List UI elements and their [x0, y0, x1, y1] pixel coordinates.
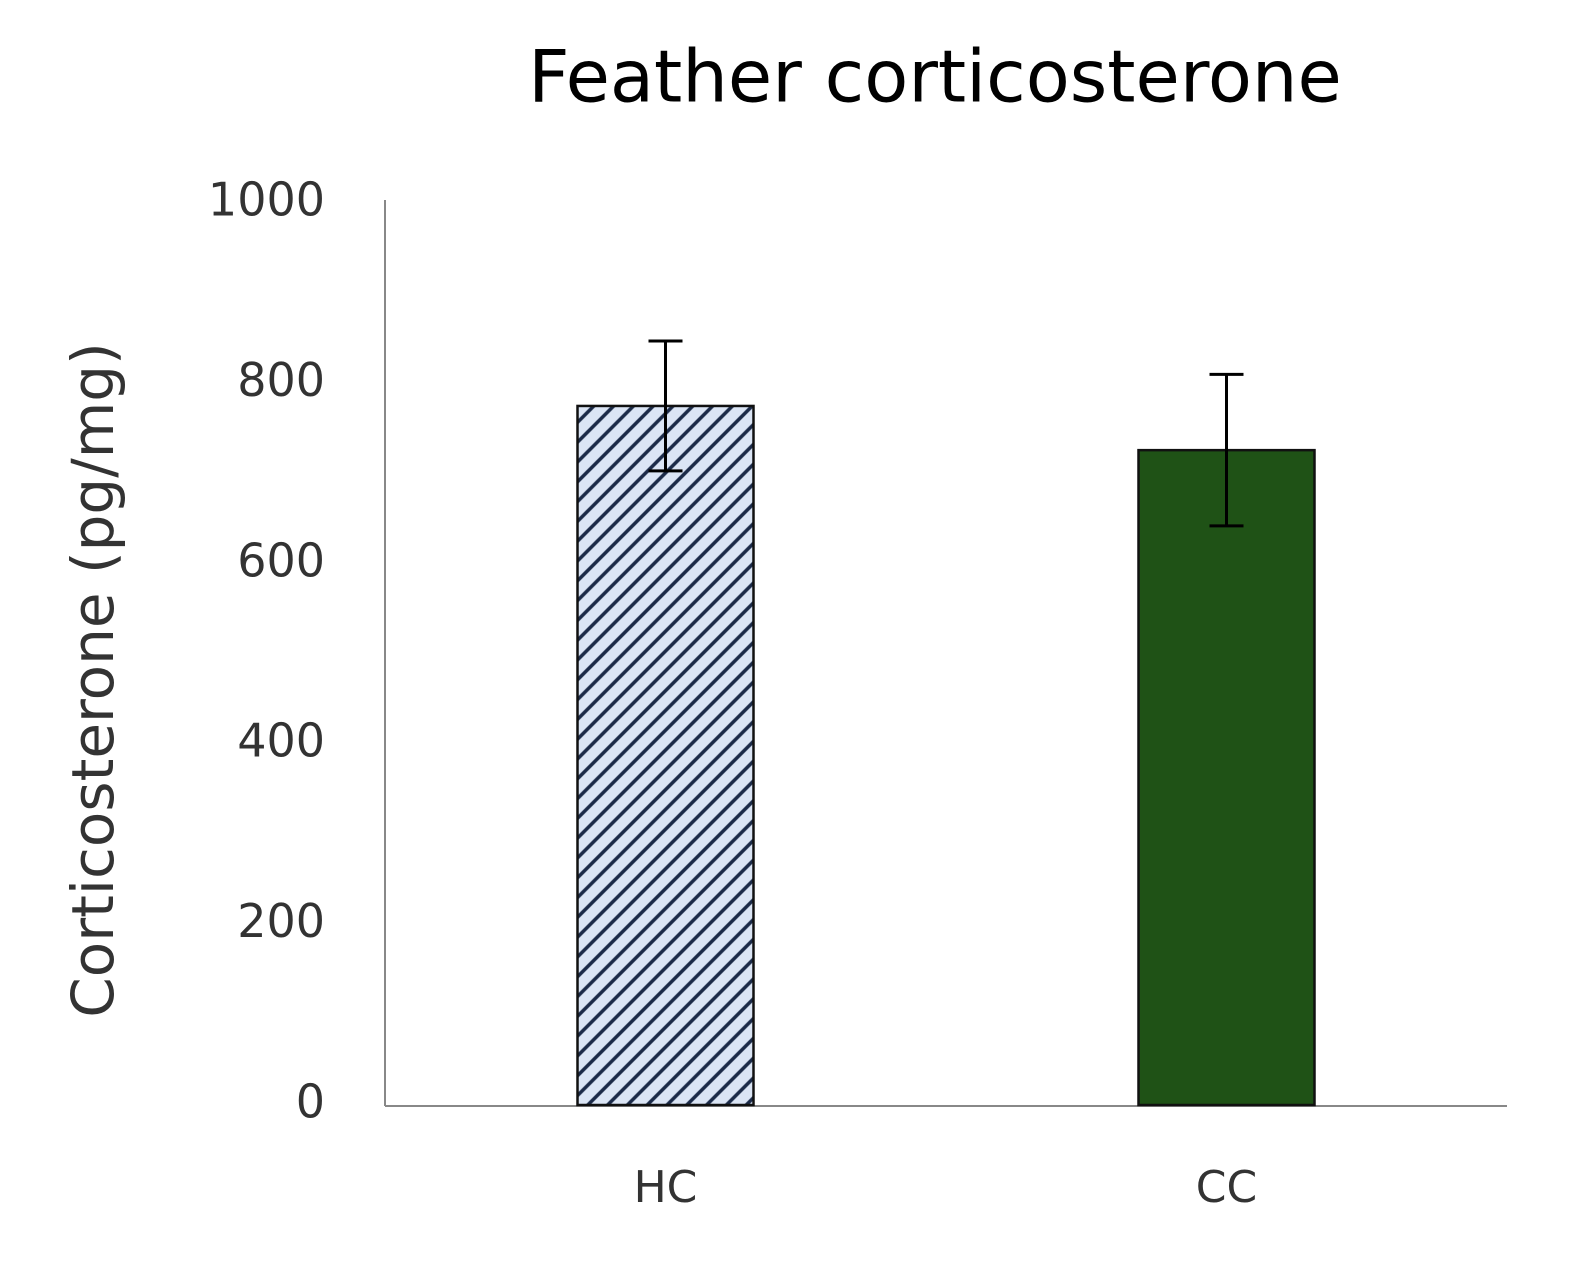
y-tick-label: 600 — [237, 533, 325, 587]
y-tick-label: 800 — [237, 353, 325, 407]
y-tick-label: 400 — [237, 714, 325, 768]
x-tick-label: HC — [634, 1162, 698, 1213]
bar — [1137, 448, 1316, 1107]
chart-title: Feather corticosterone — [528, 35, 1342, 119]
y-tick-label: 200 — [237, 894, 325, 948]
y-axis-label: Corticosterone (pg/mg) — [59, 342, 127, 1017]
y-tick-label: 1000 — [208, 173, 325, 227]
x-tick-label: CC — [1196, 1162, 1257, 1213]
bar — [576, 404, 755, 1107]
y-tick-label: 0 — [296, 1075, 325, 1129]
